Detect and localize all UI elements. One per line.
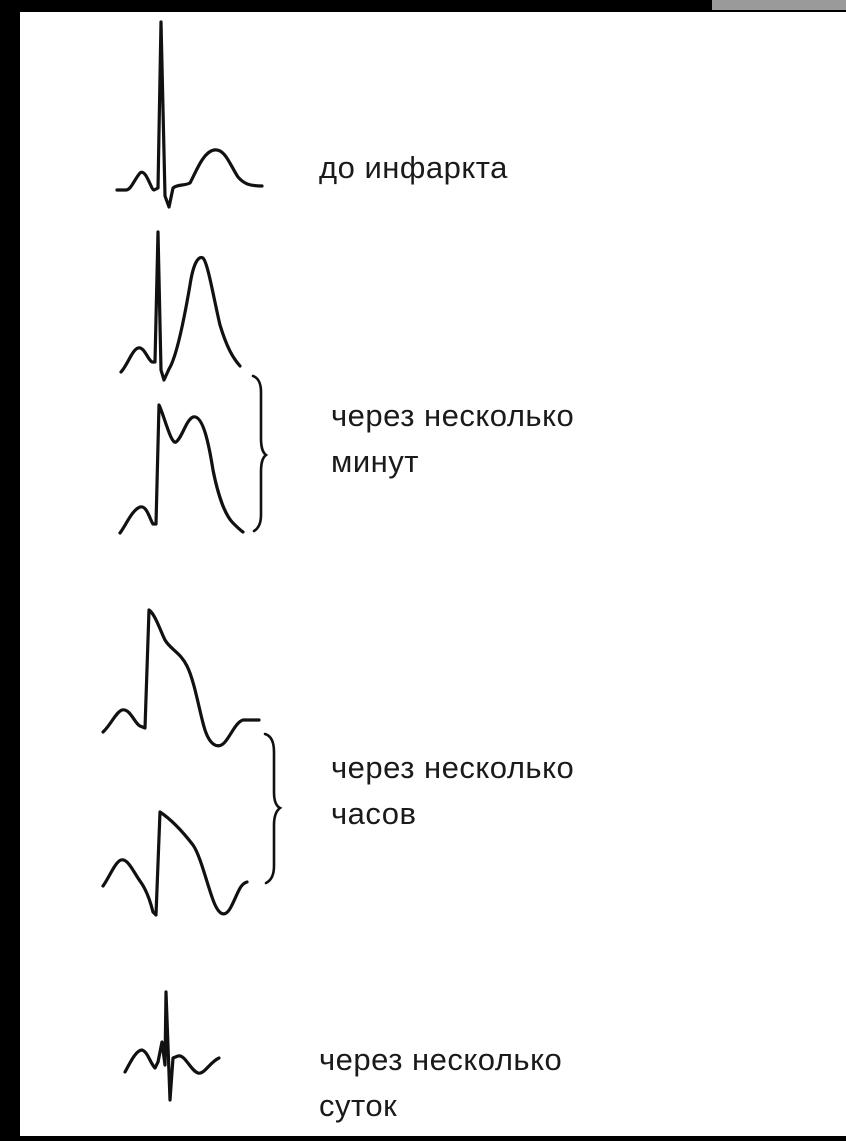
corner-overlay xyxy=(712,0,846,10)
bracket-minutes xyxy=(251,374,269,533)
ecg-figure xyxy=(101,20,283,1102)
label-after-minutes: через несколько минут xyxy=(331,393,574,485)
ecg-trace-before-infarction xyxy=(115,20,264,209)
label-after-days: через несколько суток xyxy=(319,1037,562,1129)
ecg-trace-days xyxy=(123,990,221,1102)
diagram-canvas: до инфаркта через несколько минут через … xyxy=(20,12,846,1136)
ecg-trace-hours-2 xyxy=(101,810,249,917)
label-before-infarction: до инфаркта xyxy=(319,145,508,191)
ecg-trace-minutes-2 xyxy=(118,403,245,535)
label-line: до инфаркта xyxy=(319,150,508,185)
label-line: часов xyxy=(331,796,417,831)
label-line: минут xyxy=(331,444,419,479)
ecg-trace-hours-1 xyxy=(101,608,261,748)
bracket-hours xyxy=(263,732,283,885)
label-line: через несколько xyxy=(331,750,575,785)
ecg-trace-minutes-1 xyxy=(119,230,242,382)
label-line: через несколько xyxy=(319,1042,563,1077)
label-line: через несколько xyxy=(331,398,575,433)
label-after-hours: через несколько часов xyxy=(331,745,574,837)
label-line: суток xyxy=(319,1088,398,1123)
